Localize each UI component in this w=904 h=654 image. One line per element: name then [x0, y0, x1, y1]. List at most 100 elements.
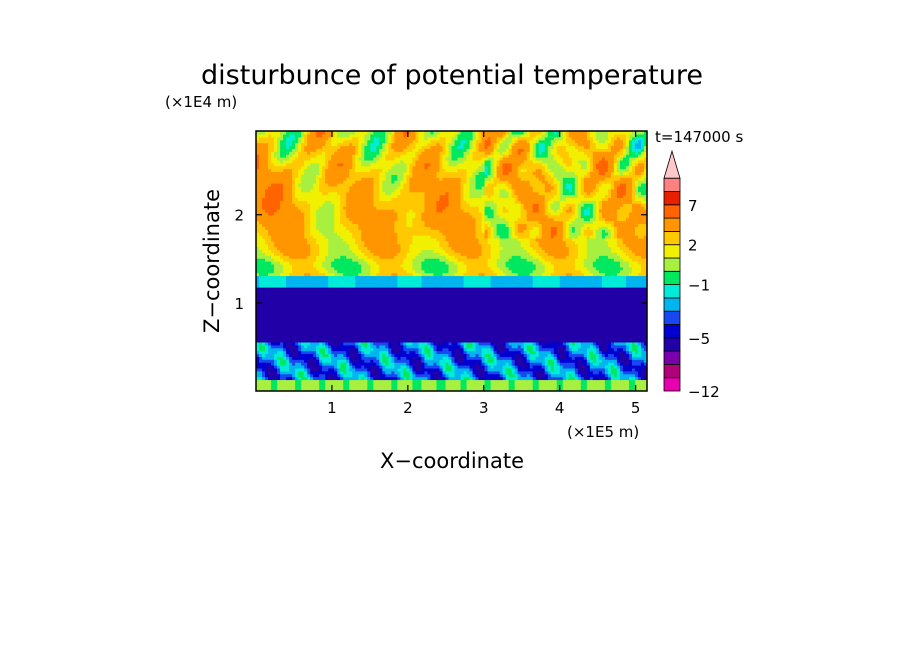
- contour-cell: [556, 313, 561, 317]
- contour-cell: [292, 313, 296, 317]
- contour-cell: [601, 373, 606, 378]
- contour-cell: [343, 295, 347, 300]
- contour-cell: [490, 367, 495, 372]
- contour-cell: [499, 362, 504, 366]
- contour-cell: [460, 341, 465, 346]
- contour-cell: [619, 324, 624, 329]
- contour-cell: [397, 347, 401, 352]
- contour-cell: [562, 356, 567, 360]
- contour-cell: [277, 350, 281, 355]
- contour-cell: [634, 292, 639, 297]
- contour-cell: [592, 385, 597, 389]
- contour-cell: [328, 333, 332, 337]
- contour-cell: [268, 359, 272, 363]
- contour-cell: [307, 388, 311, 391]
- contour-cell: [631, 382, 636, 386]
- contour-cell: [556, 359, 561, 363]
- contour-cell: [472, 333, 477, 337]
- contour-cell: [601, 382, 606, 386]
- contour-cell: [301, 367, 305, 372]
- contour-cell: [610, 344, 615, 349]
- contour-cell: [259, 324, 263, 329]
- contour-cell: [424, 376, 429, 381]
- contour-cell: [349, 284, 353, 288]
- contour-cell: [325, 327, 329, 331]
- contour-cell: [472, 362, 477, 366]
- contour-cell: [331, 347, 335, 352]
- contour-cell: [469, 373, 474, 378]
- contour-cell: [511, 315, 516, 320]
- contour-cell: [265, 304, 269, 308]
- contour-cell: [391, 350, 395, 355]
- contour-cell: [298, 287, 302, 291]
- contour-cell: [643, 382, 647, 386]
- contour-cell: [538, 341, 543, 346]
- contour-cell: [376, 292, 380, 297]
- contour-cell: [379, 362, 383, 366]
- contour-cell: [268, 324, 272, 329]
- contour-cell: [442, 333, 447, 337]
- contour-cell: [316, 281, 320, 285]
- contour-cell: [598, 304, 603, 308]
- contour-cell: [385, 292, 389, 297]
- contour-cell: [619, 365, 624, 369]
- contour-cell: [466, 336, 471, 340]
- contour-cell: [451, 373, 456, 378]
- contour-cell: [496, 388, 501, 391]
- contour-cell: [316, 315, 320, 320]
- contour-cell: [391, 359, 395, 363]
- contour-cell: [517, 336, 522, 340]
- contour-cell: [358, 284, 362, 288]
- contour-cell: [445, 289, 450, 294]
- contour-cell: [430, 379, 435, 383]
- contour-cell: [460, 367, 465, 372]
- contour-cell: [631, 310, 636, 314]
- contour-cell: [364, 382, 368, 386]
- contour-cell: [466, 365, 471, 369]
- contour-cell: [379, 295, 383, 300]
- contour-cell: [442, 382, 447, 386]
- contour-cell: [559, 304, 564, 308]
- contour-cell: [265, 370, 269, 375]
- contour-cell: [391, 344, 395, 349]
- contour-cell: [604, 304, 609, 308]
- contour-cell: [520, 370, 525, 375]
- contour-cell: [490, 298, 495, 303]
- contour-cell: [604, 284, 609, 288]
- contour-cell: [508, 301, 513, 305]
- contour-cell: [637, 307, 642, 311]
- contour-cell: [328, 347, 332, 352]
- contour-cell: [550, 370, 555, 375]
- contour-cell: [334, 278, 338, 282]
- contour-cell: [460, 347, 465, 352]
- contour-cell: [385, 350, 389, 355]
- contour-cell: [448, 379, 453, 383]
- contour-cell: [571, 365, 576, 369]
- contour-cell: [472, 289, 477, 294]
- contour-cell: [367, 336, 371, 340]
- contour-cell: [625, 373, 630, 378]
- contour-cell: [418, 318, 423, 323]
- contour-cell: [541, 344, 546, 349]
- contour-cell: [565, 281, 570, 285]
- contour-cell: [508, 295, 513, 300]
- contour-cell: [529, 341, 534, 346]
- contour-cell: [610, 330, 615, 334]
- contour-cell: [604, 362, 609, 366]
- contour-cell: [640, 318, 645, 323]
- contour-cell: [397, 341, 401, 346]
- contour-cell: [361, 295, 365, 300]
- contour-cell: [544, 376, 549, 381]
- contour-cell: [265, 350, 269, 355]
- contour-cell: [319, 284, 323, 288]
- contour-cell: [337, 284, 341, 288]
- contour-cell: [307, 281, 311, 285]
- contour-cell: [547, 350, 552, 355]
- contour-cell: [496, 289, 501, 294]
- contour-cell: [418, 347, 423, 352]
- contour-cell: [349, 327, 353, 331]
- contour-cell: [541, 327, 546, 331]
- contour-cell: [319, 327, 323, 331]
- contour-cell: [292, 324, 296, 329]
- contour-cell: [415, 336, 420, 340]
